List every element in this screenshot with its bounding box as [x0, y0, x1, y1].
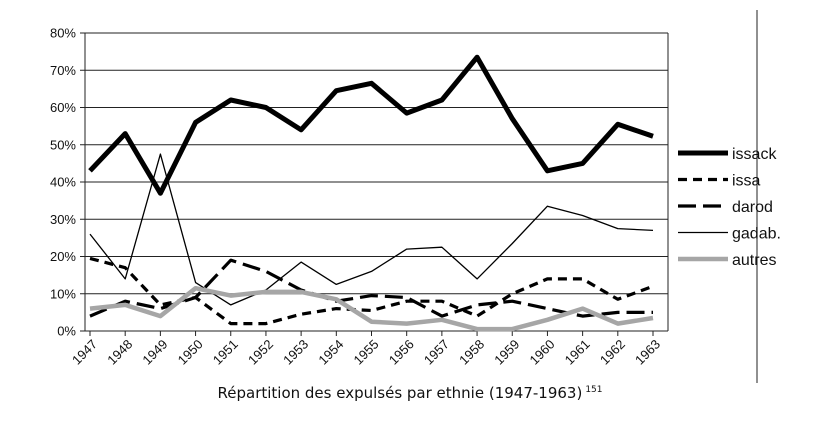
legend-label: darod — [732, 199, 773, 216]
series-line-autres — [89, 285, 654, 332]
x-tick-label: 1962 — [597, 337, 628, 368]
x-tick-label: 1958 — [456, 337, 487, 368]
x-tick-label: 1951 — [210, 337, 241, 368]
x-tick-label: 1952 — [245, 337, 276, 368]
y-tick-label: 70% — [50, 63, 76, 78]
x-tick-label: 1950 — [175, 337, 206, 368]
x-tick-label: 1957 — [421, 337, 452, 368]
x-tick-label: 1959 — [491, 337, 522, 368]
y-tick-label: 30% — [50, 212, 76, 227]
x-tick-label: 1954 — [315, 337, 346, 368]
x-tick-label: 1949 — [139, 337, 170, 368]
caption-text: Répartition des expulsés par ethnie (194… — [217, 384, 583, 402]
series-line-issack — [88, 54, 654, 196]
x-tick-label: 1961 — [562, 337, 593, 368]
legend-label: issack — [732, 146, 777, 163]
y-tick-label: 80% — [50, 26, 76, 41]
series-line-darod — [89, 258, 653, 318]
x-tick-label: 1953 — [280, 337, 311, 368]
chart-caption: Répartition des expulsés par ethnie (194… — [0, 384, 820, 402]
y-tick-label: 40% — [50, 175, 76, 190]
legend: issack issa darod gadab. autres — [678, 146, 781, 269]
y-tick-label: 60% — [50, 100, 76, 115]
legend-label: issa — [732, 173, 761, 190]
legend-label: gadab. — [732, 226, 781, 243]
legend-label: autres — [732, 252, 776, 269]
x-tick-label: 1948 — [104, 337, 135, 368]
series-lines — [88, 54, 654, 332]
x-tick-label: 1947 — [69, 337, 100, 368]
y-tick-label: 20% — [50, 249, 76, 264]
x-tick-label: 1960 — [527, 337, 558, 368]
y-tick-label: 10% — [50, 286, 76, 301]
caption-footnote-ref: 151 — [585, 385, 603, 395]
y-tick-label: 50% — [50, 137, 76, 152]
y-tick-label: 0% — [57, 324, 76, 339]
x-tick-label: 1955 — [351, 337, 382, 368]
x-tick-label: 1956 — [386, 337, 417, 368]
series-line-gadab — [89, 153, 654, 306]
gridlines — [85, 32, 668, 332]
axes: 0%10%20%30%40%50%60%70%80%1947 1948 1949 19… — [50, 10, 758, 383]
x-tick-label: 1963 — [632, 337, 663, 368]
